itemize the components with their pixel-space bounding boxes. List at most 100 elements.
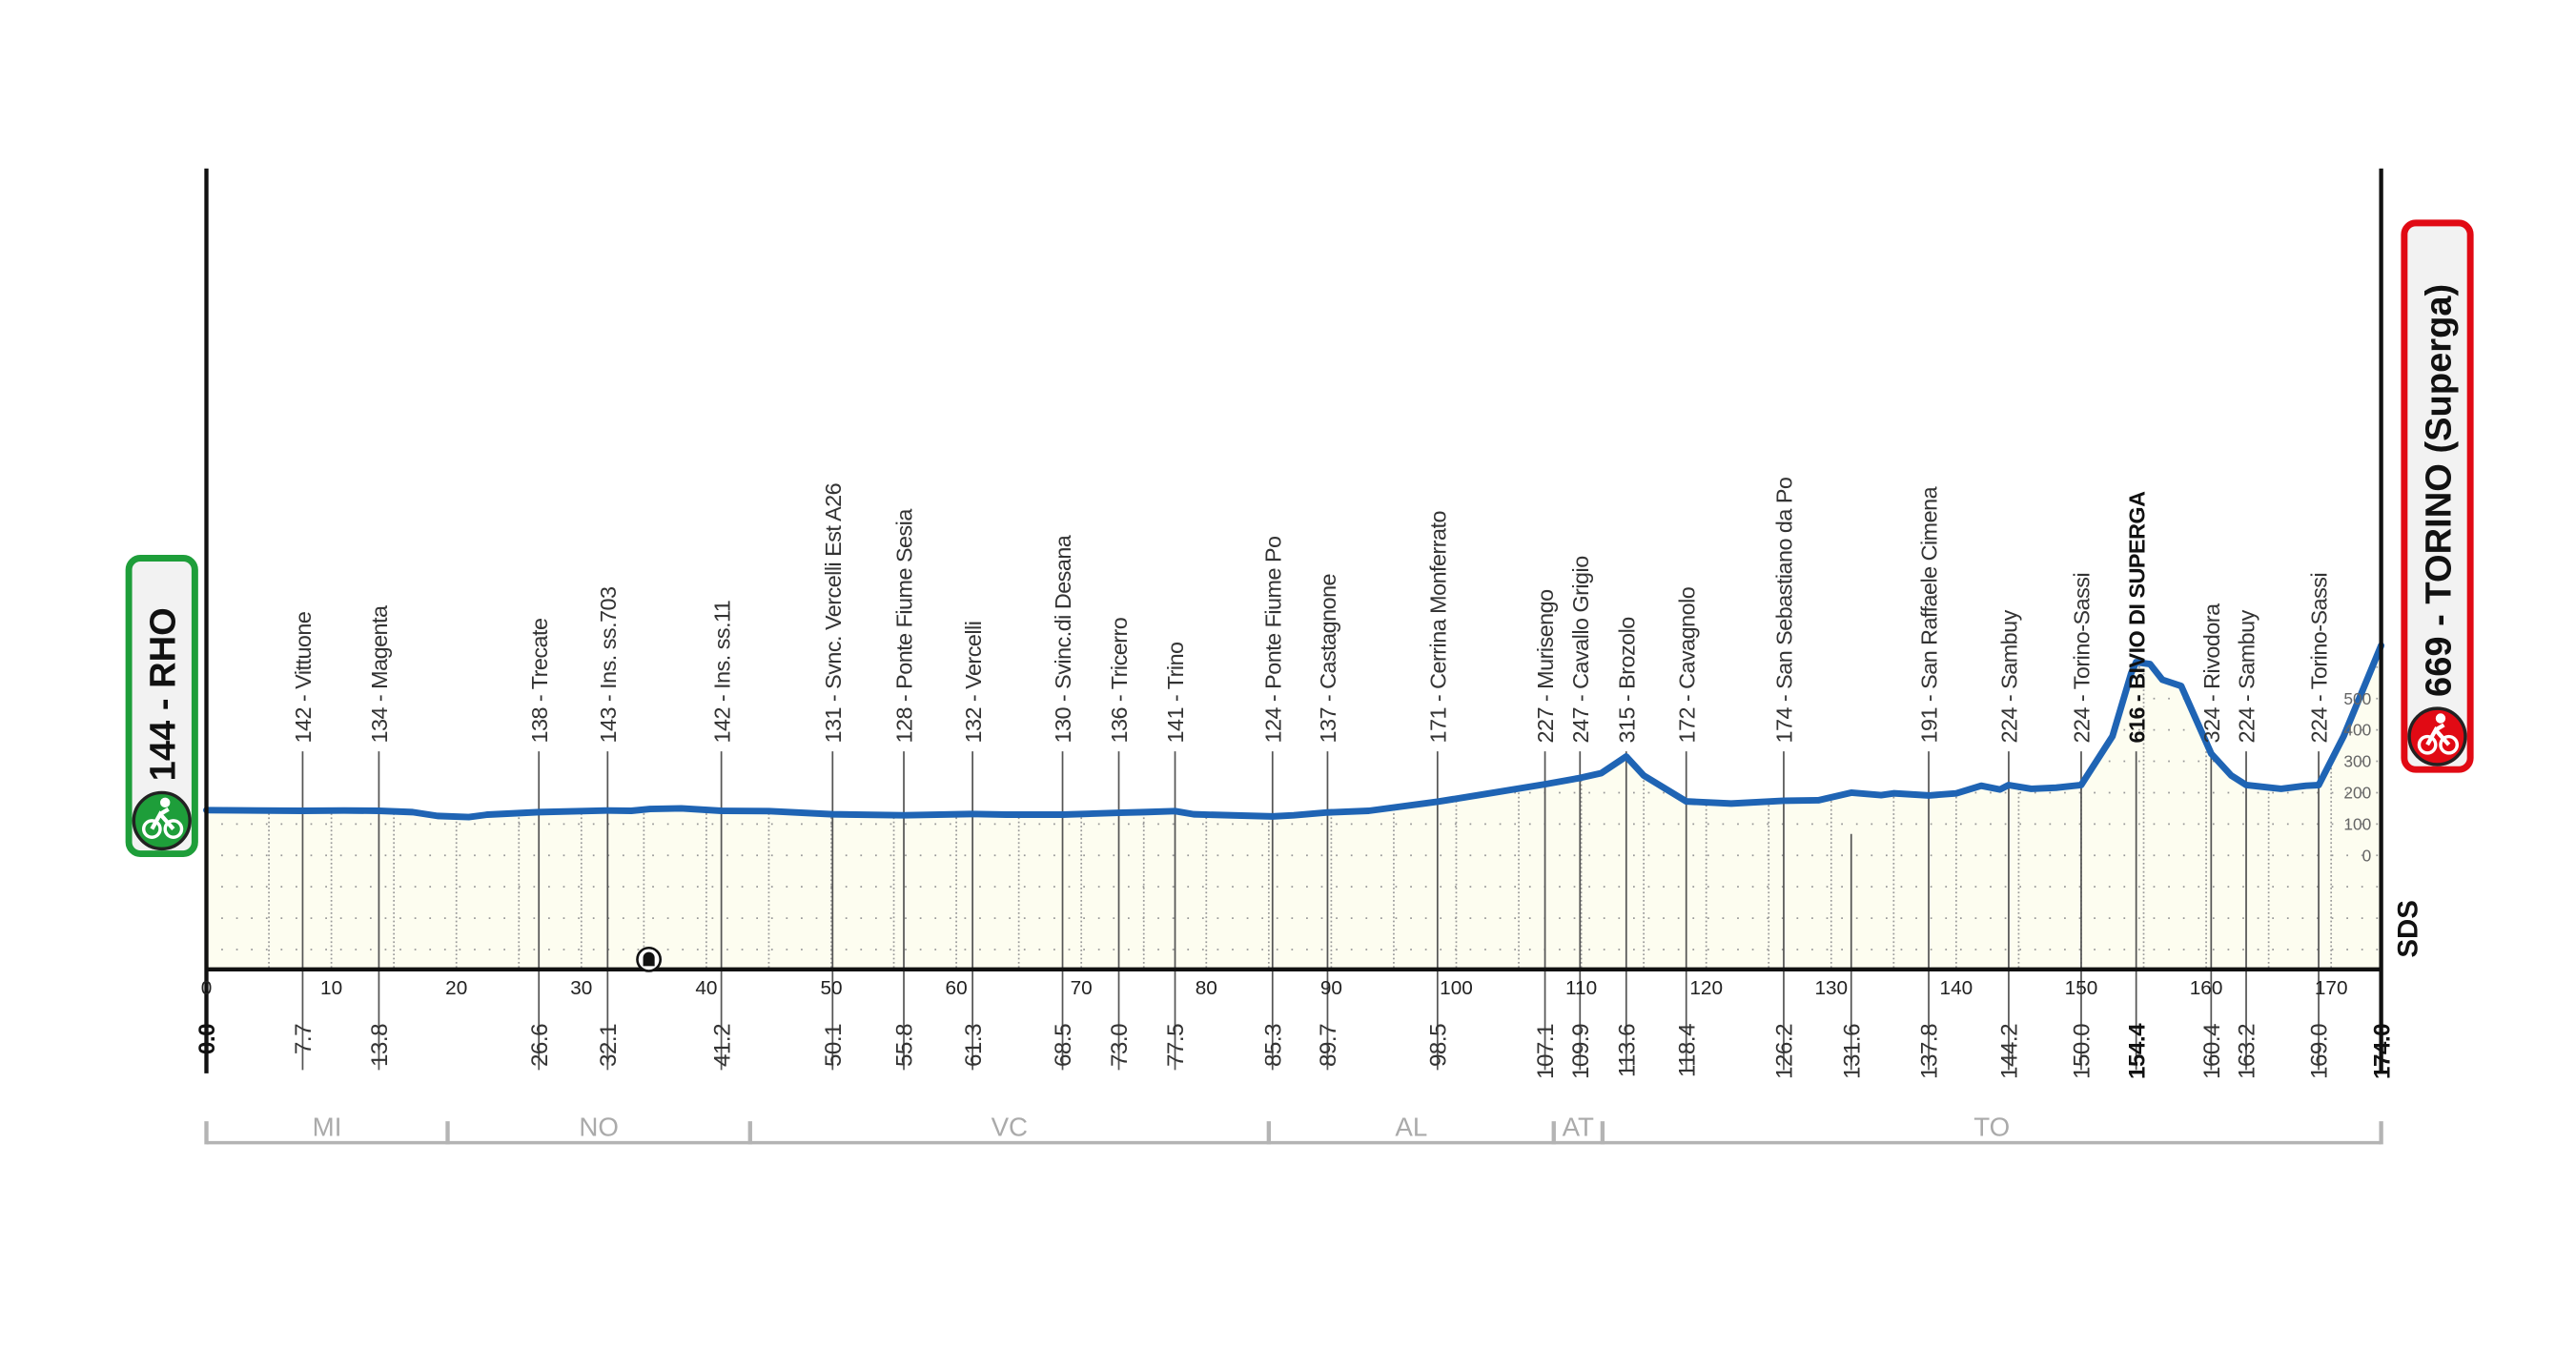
waypoint-label: 171 - Cerrina Monferrato — [1425, 511, 1450, 744]
cyclist-icon-head — [2435, 713, 2446, 724]
cyclist-icon-head — [160, 797, 171, 808]
waypoint-km: 50.1 — [821, 1024, 847, 1067]
waypoint-km: 154.4 — [2124, 1023, 2150, 1079]
elevation-tick-label: 0 — [2362, 846, 2372, 865]
waypoint-label: 224 - Sambuy — [1997, 609, 2022, 743]
sds-label: SDS — [2393, 900, 2424, 958]
waypoint-label: 128 - Ponte Fiume Sesia — [892, 509, 917, 744]
elevation-tick-label: 300 — [2343, 752, 2371, 771]
waypoint-label: 227 - Murisengo — [1533, 589, 1558, 744]
elevation-tick-label: 400 — [2343, 721, 2371, 740]
waypoint-label: 137 - Castagnone — [1316, 574, 1340, 744]
waypoint-km: 68.5 — [1051, 1024, 1076, 1067]
waypoint-lines — [301, 751, 2320, 1071]
waypoint-km: 73.0 — [1107, 1024, 1133, 1067]
waypoint-km: 131.6 — [1839, 1024, 1865, 1079]
x-tick-label: 120 — [1689, 977, 1723, 999]
waypoint-km: 150.0 — [2070, 1024, 2096, 1079]
waypoint-km: 61.3 — [961, 1024, 987, 1067]
cyclist-icon-wheel — [141, 819, 162, 839]
waypoint-km: 85.3 — [1260, 1024, 1286, 1067]
waypoint-label: 130 - Svinc.di Desana — [1051, 535, 1075, 743]
province-label: NO — [579, 1113, 619, 1142]
start-badge-frame — [125, 555, 198, 857]
waypoint-km: 163.2 — [2235, 1024, 2260, 1079]
waypoint-label: 132 - Vercelli — [961, 622, 986, 744]
waypoint-labels: 142 - Vittuone 7.7 134 - Magenta 13.8 138 - … — [194, 477, 2395, 1079]
start-badge: 144 - RHO — [125, 555, 198, 857]
waypoint-label: 124 - Ponte Fiume Po — [1260, 536, 1285, 744]
finish-km: 174.0 — [2369, 1024, 2395, 1079]
waypoint-label: 141 - Trino — [1163, 642, 1188, 744]
profile-fill — [206, 645, 2382, 970]
cyclist-icon-wheel — [163, 819, 184, 839]
waypoint-label: 134 - Magenta — [367, 605, 392, 744]
cyclist-icon-body — [150, 807, 175, 830]
finish-badge-frame — [2401, 219, 2474, 773]
waypoint-km: 118.4 — [1674, 1024, 1700, 1077]
x-tick-label: 170 — [2315, 977, 2348, 999]
waypoint-label: 143 - Ins. ss.703 — [596, 587, 621, 744]
x-tick-label: 30 — [570, 977, 592, 999]
waypoint-km: 55.8 — [892, 1024, 918, 1067]
waypoint-label: 131 - Svnc. Vercelli Est A26 — [821, 483, 846, 744]
finish-badge: 669 - TORINO (Superga) — [2401, 219, 2474, 773]
x-tick-label: 0 — [201, 977, 213, 999]
profile-line — [203, 642, 2385, 821]
cyclist-icon-body — [2425, 723, 2451, 746]
cyclist-icon-wheel — [2417, 734, 2438, 755]
waypoint-label: 136 - Tricerro — [1107, 617, 1132, 743]
elevation-tick-label: 100 — [2343, 814, 2371, 833]
waypoint-km: 32.1 — [596, 1024, 622, 1067]
x-tick-label: 10 — [320, 977, 342, 999]
x-tick-label: 40 — [695, 977, 717, 999]
waypoint-km: 144.2 — [1997, 1024, 2023, 1079]
start-badge-label: 144 - RHO — [144, 607, 184, 781]
waypoint-label: 138 - Trecate — [527, 619, 552, 744]
waypoint-km: 89.7 — [1316, 1024, 1341, 1067]
province-label: AT — [1563, 1113, 1594, 1142]
province-label: MI — [313, 1113, 342, 1142]
finish-badge-label: 669 - TORINO (Superga) — [2419, 284, 2459, 697]
waypoint-label: 191 - San Raffaele Cimena — [1917, 486, 1942, 743]
waypoint-km: 107.1 — [1533, 1024, 1559, 1079]
waypoint-label: 174 - San Sebastiano da Po — [1772, 477, 1797, 743]
province-label: VC — [992, 1113, 1028, 1142]
waypoint-label: 172 - Cavagnolo — [1674, 586, 1699, 743]
x-tick-label: 90 — [1320, 977, 1342, 999]
province-bar: MI NO VC AL AT TO — [204, 1113, 2383, 1145]
waypoint-label: 616 - BIVIO DI SUPERGA — [2124, 491, 2149, 744]
waypoint-km: 77.5 — [1163, 1024, 1189, 1067]
waypoint-km: 126.2 — [1772, 1024, 1798, 1079]
waypoint-km: 169.0 — [2307, 1024, 2333, 1079]
x-tick-label: 130 — [1814, 977, 1848, 999]
waypoint-label: 224 - Torino-Sassi — [2070, 573, 2095, 744]
elevation-tick-label: 500 — [2343, 689, 2371, 708]
badges: 144 - RHO 669 - TORINO (Superga) — [125, 219, 2474, 857]
x-tick-label: 60 — [946, 977, 968, 999]
x-tick-label: 140 — [1940, 977, 1973, 999]
x-tick-label: 100 — [1440, 977, 1473, 999]
axes: 0 10 20 30 40 50 60 70 80 90 100 110 120 130 140 150 160… — [201, 168, 2424, 1073]
waypoint-label: 315 - Brozolo — [1614, 617, 1639, 744]
x-tick-label: 110 — [1565, 977, 1597, 999]
waypoint-km: 13.8 — [367, 1024, 393, 1067]
elevation-tick-label: 200 — [2343, 784, 2371, 803]
waypoint-km: 7.7 — [291, 1024, 317, 1054]
waypoint-label: 142 - Ins. ss.11 — [709, 601, 734, 744]
waypoint-label: 324 - Rivodora — [2199, 603, 2224, 744]
cyclist-icon-wheel — [2439, 734, 2460, 755]
waypoint-km: 137.8 — [1917, 1024, 1943, 1079]
x-tick-label: 20 — [445, 977, 467, 999]
province-label: AL — [1395, 1113, 1427, 1142]
x-tick-label: 50 — [820, 977, 842, 999]
start-km: 0.0 — [194, 1024, 220, 1054]
province-label: TO — [1973, 1113, 2010, 1142]
tunnel-icon-arch — [643, 951, 655, 967]
waypoint-label: 224 - Sambuy — [2235, 609, 2259, 743]
x-tick-label: 150 — [2065, 977, 2098, 999]
waypoint-label: 224 - Torino-Sassi — [2307, 573, 2332, 744]
waypoint-km: 26.6 — [527, 1024, 553, 1067]
waypoint-label: 247 - Cavallo Grigio — [1568, 556, 1593, 744]
